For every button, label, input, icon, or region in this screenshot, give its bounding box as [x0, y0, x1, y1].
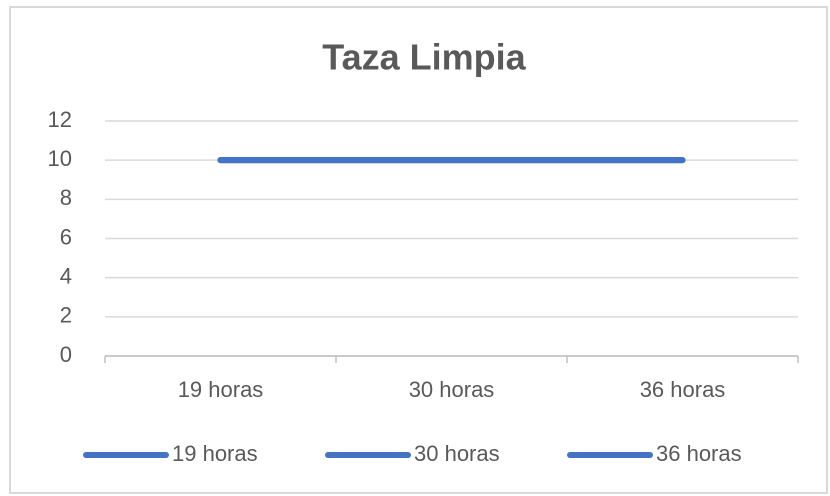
legend-label: 19 horas [172, 441, 258, 466]
x-tick-label: 19 horas [178, 377, 264, 402]
x-tick-label: 30 horas [409, 377, 495, 402]
y-tick-label: 8 [60, 185, 72, 210]
y-tick-label: 12 [48, 107, 72, 132]
legend-label: 36 horas [656, 441, 742, 466]
legend-label: 30 horas [414, 441, 500, 466]
y-tick-label: 6 [60, 224, 72, 249]
y-tick-label: 10 [48, 146, 72, 171]
y-tick-label: 2 [60, 303, 72, 328]
y-tick-label: 4 [60, 263, 72, 288]
chart-frame [9, 6, 828, 494]
y-tick-label: 0 [60, 342, 72, 367]
x-tick-label: 36 horas [640, 377, 726, 402]
chart-title: Taza Limpia [322, 37, 526, 78]
